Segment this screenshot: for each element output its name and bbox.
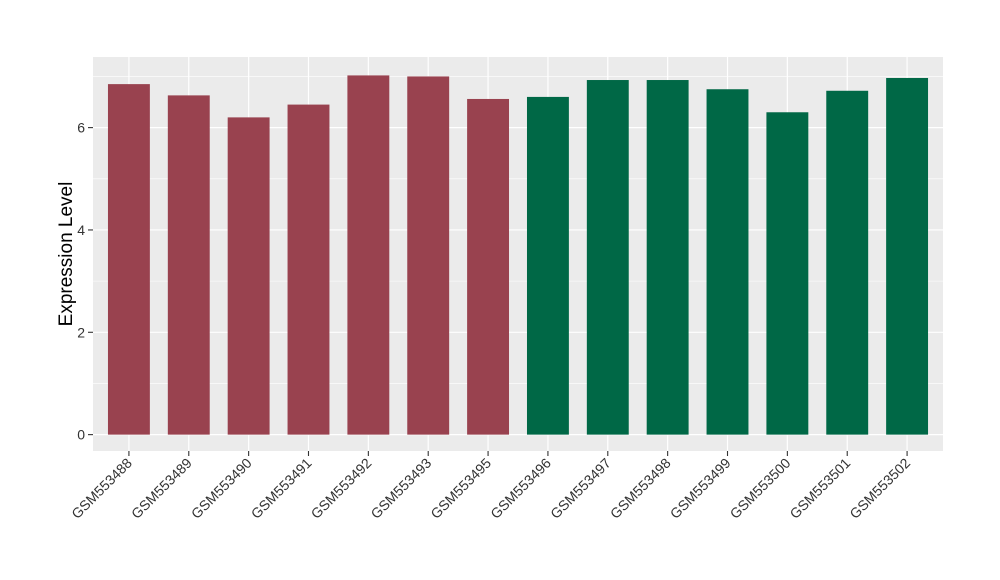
y-axis: 0 2 4 6 (77, 120, 93, 443)
bar-gsm553498 (646, 80, 689, 435)
x-tick-label: GSM553496 (487, 455, 554, 522)
y-axis-title: Expression Level (56, 182, 77, 327)
x-tick-label: GSM553491 (248, 455, 315, 522)
bar-gsm553500 (766, 112, 809, 435)
bar-gsm553489 (167, 95, 210, 435)
bar-gsm553502 (886, 77, 929, 435)
bar-gsm553495 (467, 98, 510, 435)
x-tick-label: GSM553500 (727, 455, 794, 522)
x-tick-label: GSM553492 (308, 455, 375, 522)
bar-gsm553492 (347, 75, 390, 435)
y-tick-label: 4 (77, 222, 85, 238)
x-tick-label: GSM553501 (786, 455, 853, 522)
bars (107, 75, 929, 435)
bar-gsm553493 (407, 76, 450, 435)
x-axis: GSM553488GSM553489GSM553490GSM553491GSM5… (68, 451, 913, 522)
x-tick-label: GSM553498 (607, 455, 674, 522)
y-tick-label: 2 (77, 324, 85, 340)
x-tick-label: GSM553490 (188, 455, 255, 522)
x-tick-label: GSM553493 (367, 455, 434, 522)
bar-gsm553490 (227, 117, 270, 435)
bar-gsm553496 (526, 96, 569, 435)
x-tick-label: GSM553499 (667, 455, 734, 522)
bar-gsm553488 (107, 84, 150, 435)
x-tick-label: GSM553489 (128, 455, 195, 522)
plot-panel (93, 57, 943, 451)
bar-gsm553497 (586, 80, 629, 435)
bar-gsm553491 (287, 104, 330, 435)
bar-gsm553499 (706, 89, 749, 435)
bar-gsm553501 (826, 90, 869, 435)
y-tick-label: 6 (77, 120, 85, 136)
x-tick-label: GSM553497 (547, 455, 614, 522)
x-tick-label: GSM553488 (68, 455, 135, 522)
y-tick-label: 0 (77, 427, 85, 443)
x-tick-label: GSM553502 (846, 455, 913, 522)
x-tick-label: GSM553495 (427, 455, 494, 522)
